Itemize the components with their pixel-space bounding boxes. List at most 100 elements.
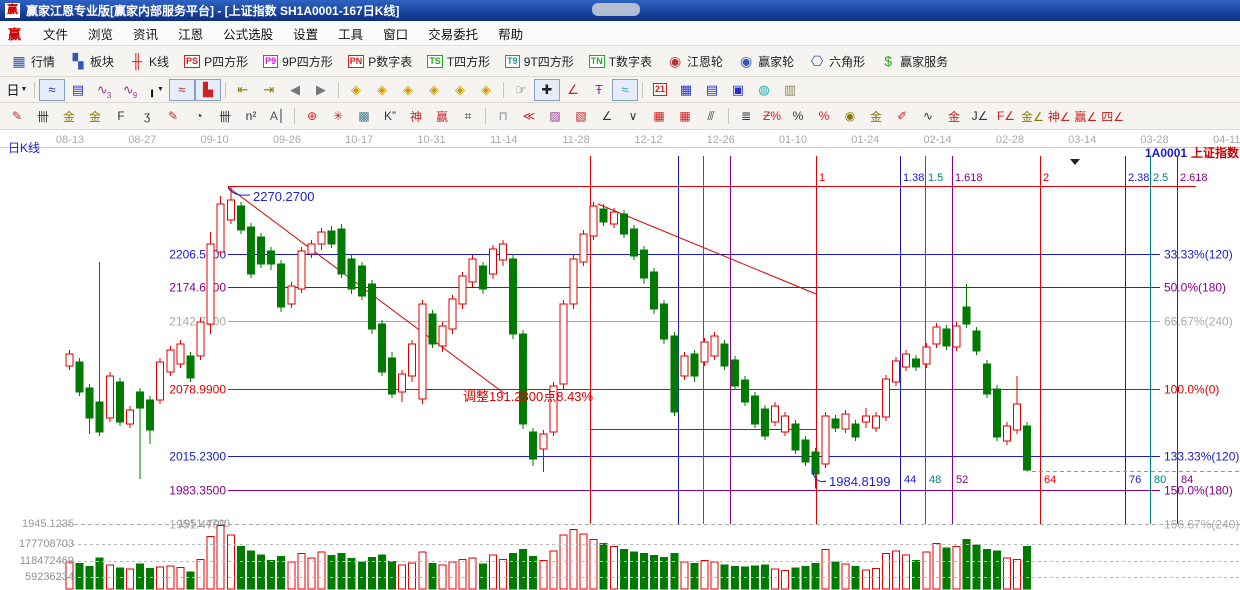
brush-tool[interactable]: ✐ [896,109,908,123]
scroll-left-button[interactable]: ◈ [351,81,361,97]
box-tool[interactable]: ⊓ [498,109,508,123]
gann-comb-tool[interactable]: 卌 [36,109,49,124]
zoom-in-x-button[interactable]: ◈ [403,81,413,97]
spiral-comb-tool[interactable]: ʒ [143,109,151,123]
menu-item-2[interactable]: 资讯 [133,27,159,42]
fan-box-tool[interactable]: ▨ [549,109,561,123]
winner-wheel-button[interactable]: ◉ 赢家轮 [731,51,801,72]
hexagon-button[interactable]: ⎔ 六角形 [802,51,872,72]
menu-item-8[interactable]: 交易委托 [428,27,479,42]
menu-item-6[interactable]: 工具 [338,27,364,42]
trend-angle-tool[interactable]: ∠ [601,109,613,123]
page-next-button[interactable]: ▶ [316,81,326,97]
pencil-comb-tool[interactable]: ✎ [167,109,179,123]
menu-item-7[interactable]: 窗口 [383,27,409,42]
gold-line-tool[interactable]: 金 [869,109,882,124]
pan-mode-button[interactable]: ◈ [481,81,491,97]
gold-angle-tool[interactable]: 金∠ [1021,109,1044,124]
t9-square-button[interactable]: T9 9T四方形 [498,51,581,72]
zoom-out-x-button[interactable]: ◈ [429,81,439,97]
trend-lines-layer[interactable] [227,186,817,430]
calculator-tool[interactable]: ▦ [679,81,693,97]
wave-v-tool[interactable]: ∨ [628,109,638,123]
gold-comb-2-tool[interactable]: 金 [88,109,101,124]
web-square-tool[interactable]: ▩ [358,109,370,123]
win-angle-tool[interactable]: 赢∠ [1074,109,1098,124]
plain-comb-tool[interactable]: 卌 [218,109,231,124]
shen-angle-tool[interactable]: 神∠ [1047,109,1071,124]
crosshair-tool[interactable]: ✚ [534,78,560,101]
scroll-right-button[interactable]: ◈ [377,81,387,97]
si-angle-tool[interactable]: 四∠ [1101,109,1125,124]
j-angle-tool[interactable]: J∠ [971,109,989,123]
volume-profile-toggle[interactable]: ▙ [195,78,221,101]
red-wave-toggle[interactable]: ≈ [169,78,195,101]
menu-item-3[interactable]: 江恩 [178,27,204,42]
menu-item-1[interactable]: 浏览 [88,27,114,42]
web-tool[interactable]: ✳ [332,109,344,123]
gann-wheel-button[interactable]: ◉ 江恩轮 [660,51,730,72]
menu-item-0[interactable]: 文件 [43,27,69,42]
period-selector[interactable]: 日 ▼ [6,83,28,98]
t-square-button[interactable]: TS T四方形 [420,51,497,72]
fan-lines-tool[interactable]: ≪ [522,109,536,123]
menu-item-9[interactable]: 帮助 [498,27,524,42]
wave-3-count[interactable]: ∿ 3 [96,81,112,100]
pc-refresh-tool[interactable]: ▥ [783,81,797,97]
quotes-button[interactable]: ▦ 行情 [4,51,62,72]
toolbar-separator [338,81,339,98]
goto-first-button[interactable]: ⇤ [237,81,249,97]
wave-overlay-toggle[interactable]: ≈ [39,78,65,101]
kline-button[interactable]: ╫ K线 [122,51,176,72]
pct-z-tool[interactable]: Ƶ% [763,109,781,123]
candle-style-selector[interactable]: ╻ ▼ [148,81,164,97]
wave-9-count[interactable]: ∿ 9 [122,81,138,100]
fan-square-tool[interactable]: ▧ [575,109,587,123]
p-square-button[interactable]: PS P四方形 [177,51,255,72]
gold-circle-tool[interactable]: ◉ [844,109,856,123]
menu-item-4[interactable]: 公式选股 [223,27,274,42]
p9-square-button[interactable]: P9 9P四方形 [256,51,340,72]
win-comb-tool[interactable]: 赢 [435,109,448,124]
chart-dropdown-caret[interactable] [1070,159,1080,165]
cycle-tool[interactable]: ≈ [612,78,638,101]
hand-tool[interactable]: ☞ [515,81,527,97]
grid-arrow-tool[interactable]: ▦ [679,109,691,123]
f-angle-tool[interactable]: F∠ [996,109,1016,123]
p-number-button[interactable]: PN P数字表 [341,51,420,72]
svg-text:03-14: 03-14 [1068,134,1096,146]
titlebar-window-controls[interactable] [592,3,640,16]
gold-comb-1-tool[interactable]: 金 [62,109,75,124]
n2-comb-tool[interactable]: n² [245,109,257,123]
clock-comb-tool[interactable]: ◔ [195,109,203,123]
knife-tool[interactable]: ✎ [11,109,23,123]
pct-line-tool[interactable]: % [818,109,830,123]
goto-last-button[interactable]: ⇥ [263,81,275,97]
service-button[interactable]: $ 赢家服务 [873,51,955,72]
shen-comb-tool[interactable]: 神 [409,109,422,124]
fib-comb-tool[interactable]: F [117,109,125,123]
menu-item-5[interactable]: 设置 [293,27,319,42]
page-prev-button[interactable]: ◀ [290,81,300,97]
save-tool[interactable]: ▣ [731,81,745,97]
web-sync-tool[interactable]: ◍ [758,81,770,97]
fit-all-button[interactable]: ◈ [455,81,465,97]
angle-ruler-tool[interactable]: A⎮ [269,109,285,123]
gann-shape-tool[interactable]: Ŧ [595,82,603,97]
info-panel-button[interactable]: ▤ [71,81,85,97]
t-number-button[interactable]: TN T数字表 [582,51,659,72]
notes-tool[interactable]: ▤ [705,81,719,97]
k-marks-tool[interactable]: K” [384,109,396,123]
circle-cross-tool[interactable]: ⊕ [306,109,318,123]
sectors-button[interactable]: ▚ 板块 [63,51,121,72]
parallel-lines-tool[interactable]: ⫻ [707,108,715,123]
angle-measure-tool[interactable]: ∠ [567,81,579,97]
pct-tool[interactable]: % [792,109,804,123]
ruler-123-tool[interactable]: ⌗ [464,108,472,123]
grid-tool[interactable]: ▦ [653,109,665,123]
calendar-tool[interactable]: 21 [652,83,667,96]
gold-box-tool[interactable]: 金 [947,109,960,124]
kline-chart[interactable]: 08-13 08-27 09-10 09-26 10-17 10-31 11-14 11-28… [0,130,1240,590]
wave-a-tool[interactable]: ∿ [922,109,934,123]
column-diff-tool[interactable]: ≣ [740,109,752,123]
